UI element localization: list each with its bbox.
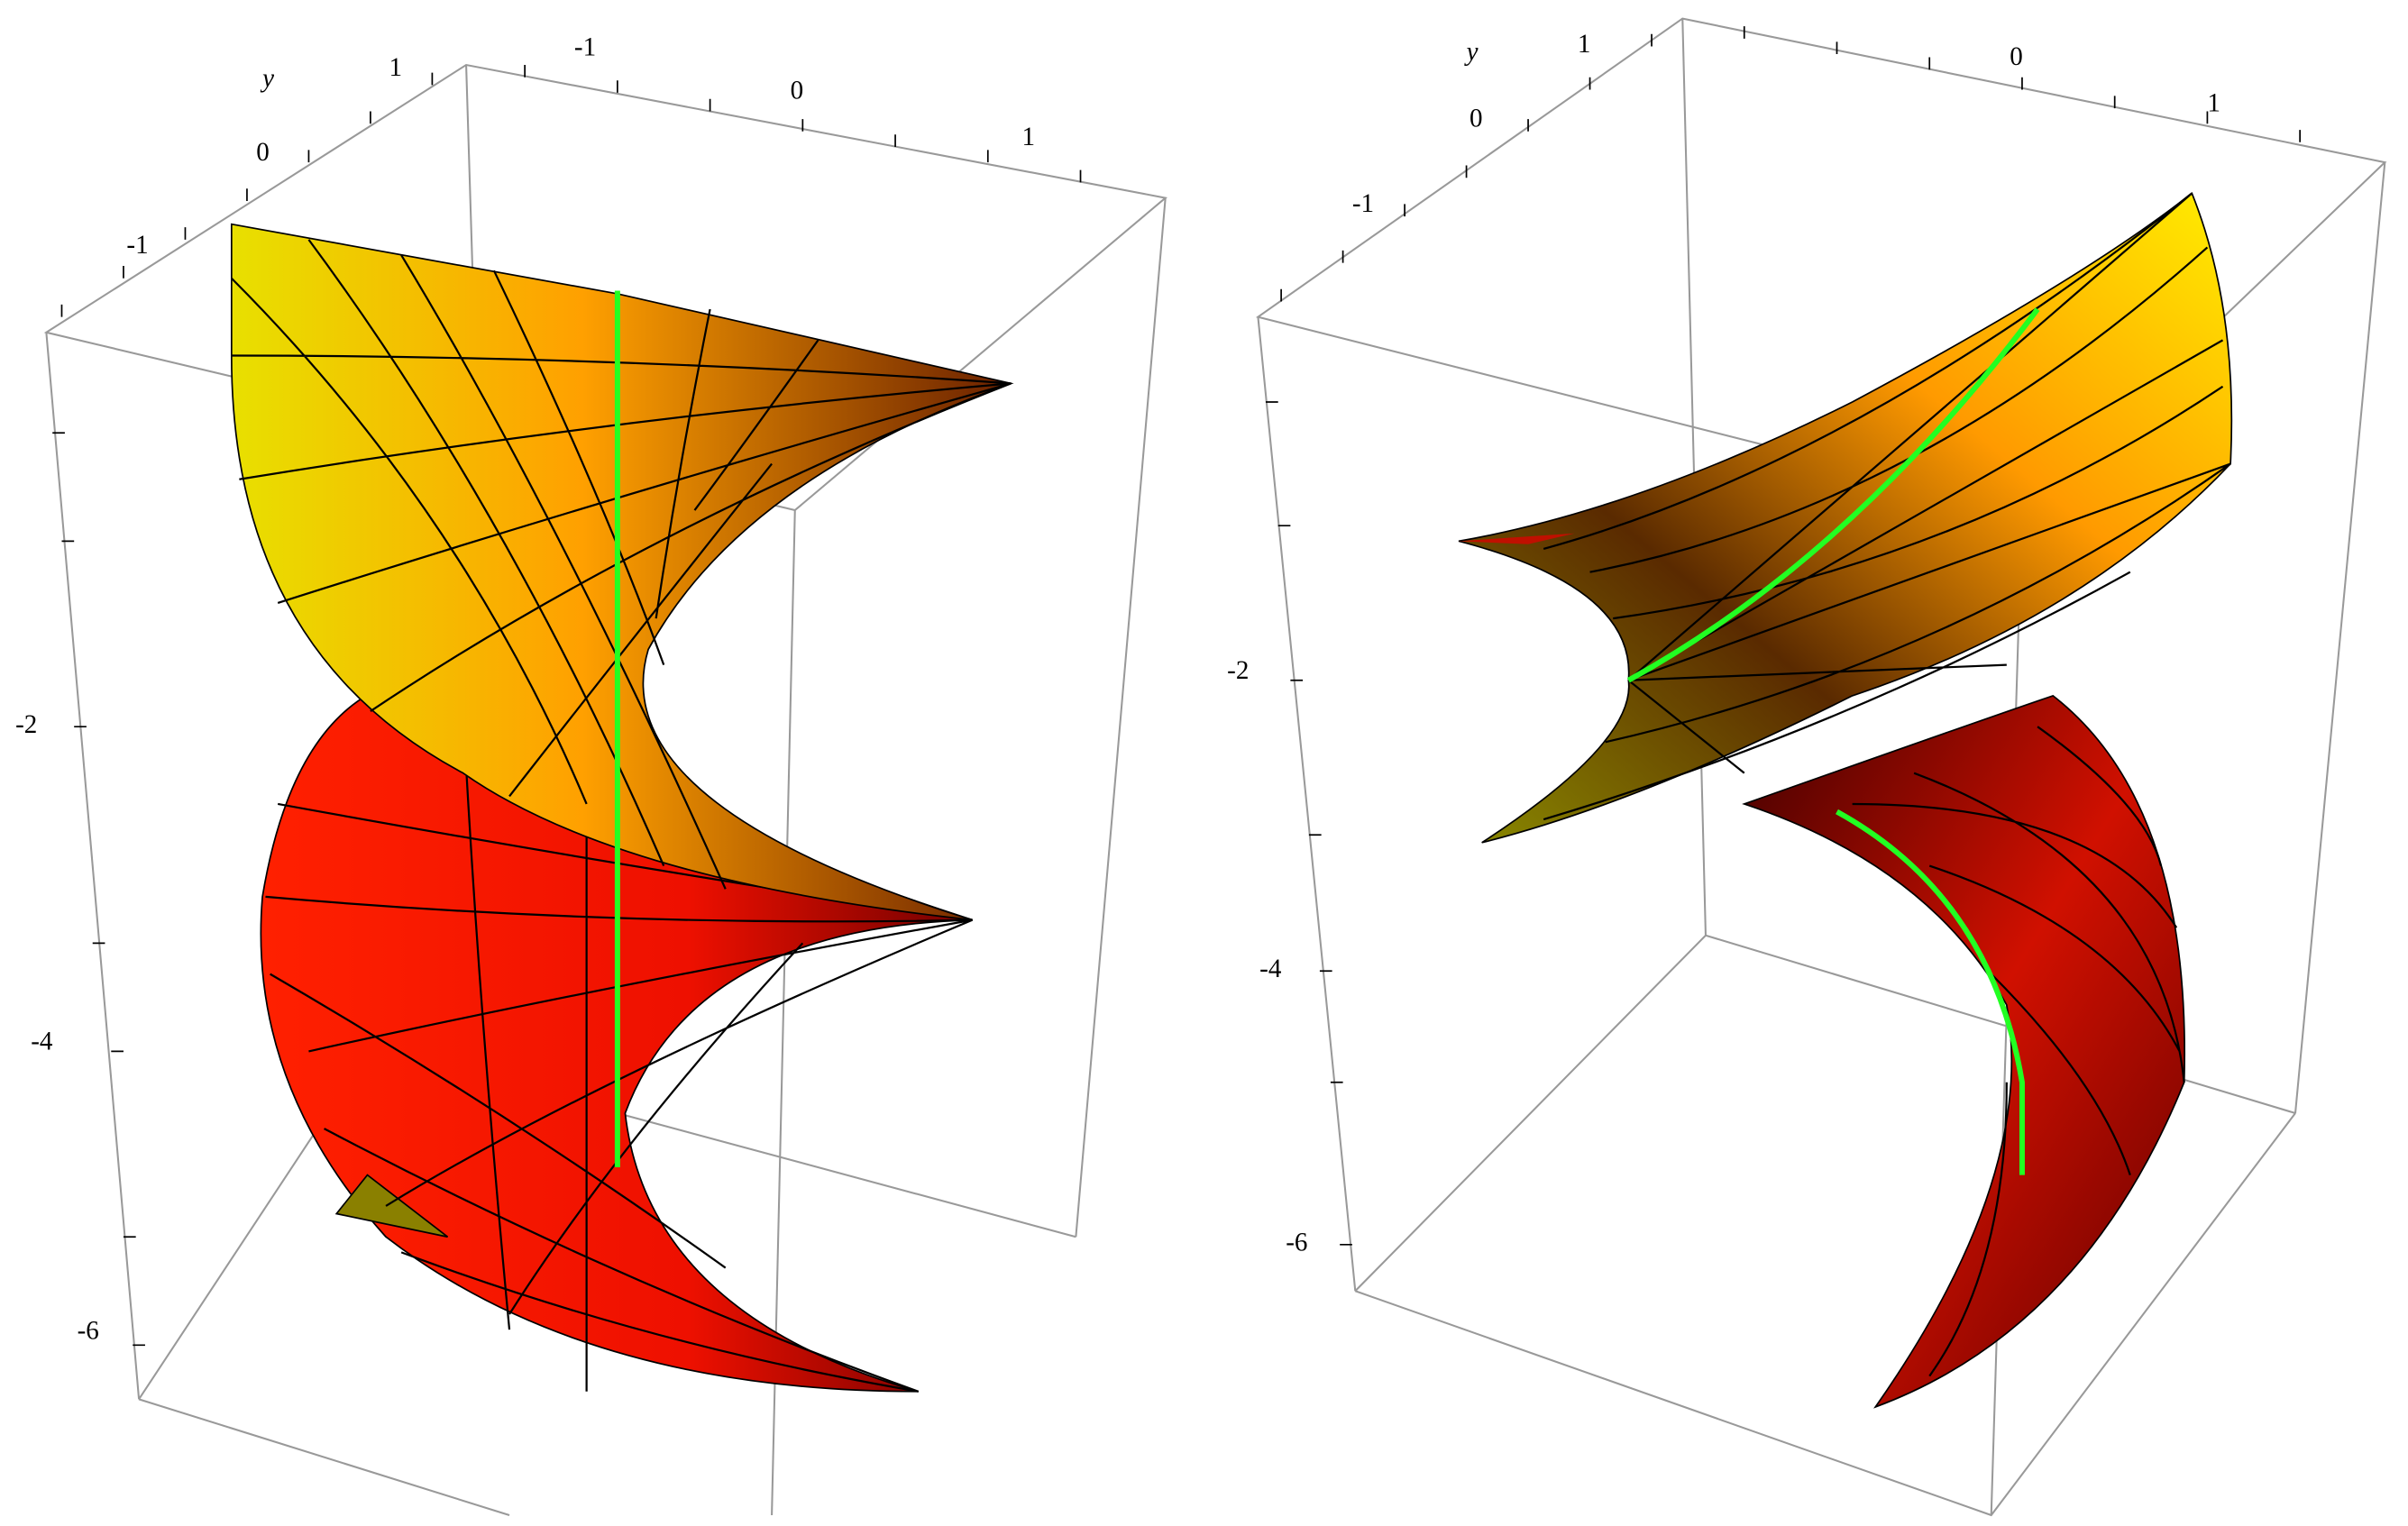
tick-label: -6 [1286, 1228, 1307, 1256]
tick-label: -1 [1352, 189, 1374, 218]
tick-label: -2 [1227, 656, 1249, 685]
tick-label: 0 [2010, 42, 2023, 71]
tick-label: -1 [126, 231, 148, 260]
axis-label: y [260, 64, 274, 93]
edge-sliver [1459, 533, 1575, 544]
lower-sliver [334, 1174, 449, 1238]
left-plot: y 1 0 -1 -1 0 1 -2 -4 -6 [15, 33, 1168, 1516]
tick-label: 0 [256, 138, 270, 167]
tick-label: 1 [2207, 88, 2220, 117]
tick-label: 0 [791, 77, 804, 105]
bounding-box [1256, 17, 2387, 1517]
curve [1836, 809, 2025, 1175]
right-plot: y 1 0 -1 0 1 -2 -4 -6 [1227, 17, 2387, 1517]
upper-surface [1458, 192, 2233, 844]
tick-marks [1265, 26, 2302, 1246]
mesh [1543, 192, 2231, 821]
upper-surface [230, 223, 1014, 921]
tick-label: -2 [15, 710, 37, 739]
tick-label: 1 [1578, 30, 1591, 59]
axis-label: y [1464, 38, 1479, 67]
curve [1626, 307, 2040, 683]
tick-label: 0 [1470, 104, 1483, 132]
tick-label: -6 [78, 1316, 99, 1345]
tick-label: -1 [574, 33, 596, 62]
tick-marks [52, 65, 1082, 1347]
tick-label: -4 [31, 1027, 53, 1055]
tick-label: 1 [389, 53, 402, 82]
mesh [1852, 726, 2185, 1377]
tick-label: 1 [1021, 123, 1035, 151]
tick-label: -4 [1259, 955, 1282, 983]
lower-surface [1742, 694, 2186, 1409]
